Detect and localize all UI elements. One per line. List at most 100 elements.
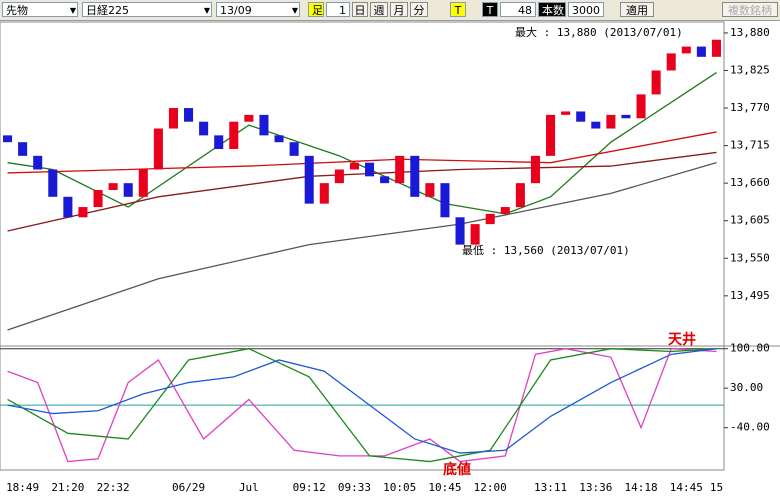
candle-body: [410, 155, 420, 197]
candle-body: [123, 183, 133, 197]
x-tick-label: 10:45: [428, 481, 461, 494]
candle-body: [455, 217, 465, 245]
x-tick-label: 10:05: [383, 481, 416, 494]
candle-body: [636, 94, 646, 119]
candle-body: [18, 142, 28, 156]
candle-body: [576, 111, 586, 122]
candle-body: [711, 39, 721, 57]
x-tick-label: 09:12: [293, 481, 326, 494]
day-button[interactable]: 日: [352, 2, 368, 17]
candle-body: [153, 128, 163, 170]
indicator-line: [7, 162, 717, 331]
t-label: T: [482, 2, 498, 17]
indicator-line: [7, 71, 717, 215]
y-tick-label: -40.00: [730, 421, 770, 434]
y-tick-label: 13,825: [730, 63, 770, 76]
candle-body: [244, 114, 254, 122]
y-tick-label: 30.00: [730, 381, 763, 394]
candle-body: [621, 114, 631, 119]
candle-body: [138, 169, 148, 197]
month-select[interactable]: 13/09: [216, 2, 300, 17]
candle-body: [93, 189, 103, 208]
x-tick-label: 09:33: [338, 481, 371, 494]
candle-body: [319, 183, 329, 204]
candle-body: [591, 121, 601, 129]
minute-button[interactable]: 分: [410, 2, 428, 17]
annotation: 天井: [668, 331, 696, 348]
candle-body: [440, 183, 450, 218]
candle-body: [395, 155, 405, 184]
tick-button[interactable]: T: [450, 2, 466, 17]
candle-body: [425, 183, 435, 197]
y-tick-label: 13,880: [730, 26, 770, 39]
apply-button[interactable]: 適用: [620, 2, 654, 17]
candle-body: [229, 121, 239, 150]
candle-body: [380, 176, 390, 184]
indicator-line: [7, 348, 717, 463]
candle-body: [63, 196, 73, 218]
candle-body: [696, 46, 706, 57]
y-tick-label: 13,660: [730, 176, 770, 189]
candle-body: [108, 183, 118, 190]
x-tick-label: 14:18: [624, 481, 657, 494]
candle-body: [485, 213, 495, 225]
bar-label: 足: [308, 2, 324, 17]
candle-body: [274, 135, 284, 143]
candle-body: [651, 70, 661, 95]
toolbar: 先物 日経225 13/09 足 1 日 週 月 分 T T 48 本数 300…: [0, 0, 780, 21]
candle-body: [289, 142, 299, 156]
candle-body: [259, 114, 269, 136]
market-select[interactable]: 先物: [2, 2, 78, 17]
annotation: 最低 : 13,560 (2013/07/01): [462, 244, 630, 257]
annotation: 最大 : 13,880 (2013/07/01): [515, 25, 683, 39]
candle-body: [304, 155, 314, 204]
x-tick-label: Jul: [239, 481, 259, 494]
candle-body: [606, 114, 616, 129]
month-button[interactable]: 月: [390, 2, 408, 17]
candle-body: [168, 108, 178, 129]
candle-body: [349, 162, 359, 170]
bar-size[interactable]: 1: [326, 2, 350, 17]
y-tick-label: 100.00: [730, 342, 770, 355]
x-tick-label: 13:11: [534, 481, 567, 494]
candle-body: [214, 135, 224, 150]
y-tick-label: 13,605: [730, 214, 770, 227]
indicator-line: [7, 151, 717, 232]
x-tick-label: 14:45: [670, 481, 703, 494]
x-tick-label: 21:20: [51, 481, 84, 494]
count-input[interactable]: 48: [500, 2, 536, 17]
candle-body: [500, 207, 510, 214]
candle-body: [681, 46, 691, 54]
candle-body: [515, 183, 525, 208]
candle-body: [3, 135, 13, 143]
count-label: 本数: [538, 2, 566, 17]
x-tick-label: 13:36: [579, 481, 612, 494]
plot-frame: [0, 21, 725, 471]
candle-body: [666, 53, 676, 71]
indicator-line: [7, 348, 717, 454]
candle-body: [561, 111, 571, 115]
candle-body: [546, 114, 556, 156]
y-tick-label: 13,715: [730, 139, 770, 152]
x-tick-label: 06/29: [172, 481, 205, 494]
candle-body: [48, 169, 58, 197]
max-count-input[interactable]: 3000: [568, 2, 604, 17]
index-select[interactable]: 日経225: [82, 2, 212, 17]
x-tick-label: 15: [710, 481, 723, 494]
y-tick-label: 13,770: [730, 101, 770, 114]
indicator-line: [7, 348, 717, 463]
candle-body: [365, 162, 375, 177]
candle-body: [199, 121, 209, 136]
candle-body: [78, 207, 88, 218]
multi-button[interactable]: 複数銘柄: [722, 2, 778, 17]
x-tick-label: 18:49: [6, 481, 39, 494]
x-tick-label: 22:32: [97, 481, 130, 494]
candle-body: [334, 169, 344, 184]
week-button[interactable]: 週: [370, 2, 388, 17]
y-tick-label: 13,550: [730, 251, 770, 264]
candle-body: [470, 224, 480, 245]
candle-body: [33, 155, 43, 170]
x-tick-label: 12:00: [474, 481, 507, 494]
